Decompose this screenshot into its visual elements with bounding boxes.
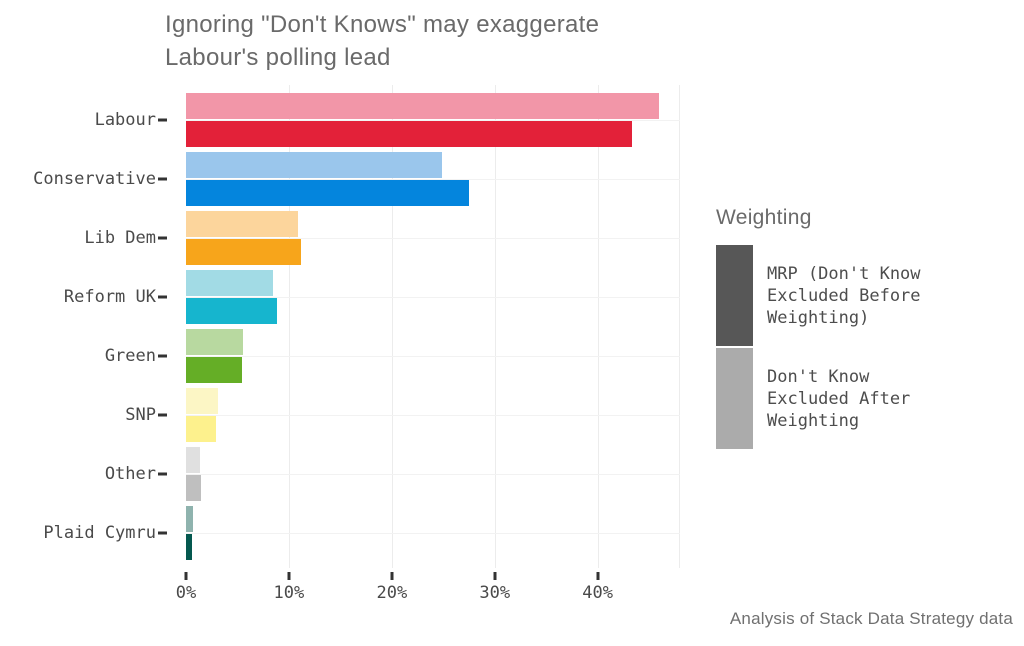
y-axis-label-other: Other (104, 463, 156, 484)
gridline-x-20 (391, 85, 393, 568)
y-tick-snp (158, 413, 167, 417)
x-tick-30 (493, 572, 497, 580)
x-axis-label-10: 10% (273, 583, 305, 603)
bar-green-don-t-know-excluded-after-weighting (186, 329, 243, 355)
y-tick-labour (158, 118, 167, 122)
bar-other-mrp-don-t-know-excluded-before-weighting- (186, 475, 201, 501)
bar-labour-don-t-know-excluded-after-weighting (186, 93, 659, 119)
bar-plaid-cymru-don-t-know-excluded-after-weighting (186, 506, 193, 532)
gridline-panel-right-edge (679, 85, 680, 568)
x-axis-label-40: 40% (582, 583, 614, 603)
x-tick-10 (287, 572, 291, 580)
gridline-y-snp (186, 415, 680, 416)
bar-snp-don-t-know-excluded-after-weighting (186, 388, 218, 414)
chart-caption: Analysis of Stack Data Strategy data (729, 609, 1013, 628)
chart-title: Ignoring "Don't Knows" may exaggerate La… (165, 11, 600, 71)
x-tick-0 (184, 572, 188, 580)
y-axis-label-green: Green (104, 345, 156, 366)
bar-lib-dem-mrp-don-t-know-excluded-before-weighting- (186, 239, 301, 265)
y-tick-green (158, 354, 167, 358)
gridline-y-lib-dem (186, 238, 680, 239)
gridline-y-plaid-cymru (186, 533, 680, 534)
y-tick-other (158, 472, 167, 476)
x-axis-label-20: 20% (376, 583, 408, 603)
gridline-y-labour (186, 120, 680, 121)
legend-item-after-weighting: Don't Know Excluded After Weighting (716, 348, 1016, 449)
bar-reform-uk-don-t-know-excluded-after-weighting (186, 270, 273, 296)
gridline-x-10 (288, 85, 290, 568)
bar-green-mrp-don-t-know-excluded-before-weighting- (186, 357, 242, 383)
y-axis-label-snp: SNP (125, 404, 156, 425)
gridline-y-reform-uk (186, 297, 680, 298)
legend-swatch-after-weighting (716, 348, 753, 449)
gridline-y-green (186, 356, 680, 357)
y-axis-label-plaid-cymru: Plaid Cymru (43, 522, 156, 543)
x-axis-label-30: 30% (479, 583, 511, 603)
gridline-x-30 (494, 85, 496, 568)
legend-title: Weighting (716, 206, 812, 229)
gridline-y-other (186, 474, 680, 475)
bar-reform-uk-mrp-don-t-know-excluded-before-weighting- (186, 298, 277, 324)
bar-conservative-don-t-know-excluded-after-weighting (186, 152, 442, 178)
legend: Weighting MRP (Don't Know Excluded Befor… (716, 206, 1016, 451)
gridline-x-40 (597, 85, 599, 568)
bar-labour-mrp-don-t-know-excluded-before-weighting- (186, 121, 632, 147)
legend-label-mrp: MRP (Don't Know Excluded Before Weightin… (767, 263, 921, 328)
x-axis-label-0: 0% (175, 583, 197, 603)
legend-swatch-mrp (716, 245, 753, 346)
x-tick-40 (596, 572, 600, 580)
y-tick-conservative (158, 177, 167, 181)
y-tick-plaid-cymru (158, 531, 167, 535)
y-axis-label-lib-dem: Lib Dem (84, 228, 156, 249)
bar-other-don-t-know-excluded-after-weighting (186, 447, 200, 473)
bar-conservative-mrp-don-t-know-excluded-before-weighting- (186, 180, 469, 206)
y-tick-lib-dem (158, 236, 167, 240)
y-axis-label-reform-uk: Reform UK (63, 287, 156, 308)
bar-lib-dem-don-t-know-excluded-after-weighting (186, 211, 298, 237)
y-axis-label-conservative: Conservative (33, 169, 156, 190)
y-axis-label-labour: Labour (94, 110, 156, 131)
gridline-y-conservative (186, 179, 680, 180)
legend-label-after-weighting: Don't Know Excluded After Weighting (767, 366, 911, 431)
y-tick-reform-uk (158, 295, 167, 299)
bar-plaid-cymru-mrp-don-t-know-excluded-before-weighting- (186, 534, 192, 560)
x-tick-20 (390, 572, 394, 580)
legend-item-mrp: MRP (Don't Know Excluded Before Weightin… (716, 245, 1016, 346)
plot-panel: Labour Conservative Lib Dem Reform UK Green S… (33, 85, 680, 603)
bar-snp-mrp-don-t-know-excluded-before-weighting- (186, 416, 216, 442)
